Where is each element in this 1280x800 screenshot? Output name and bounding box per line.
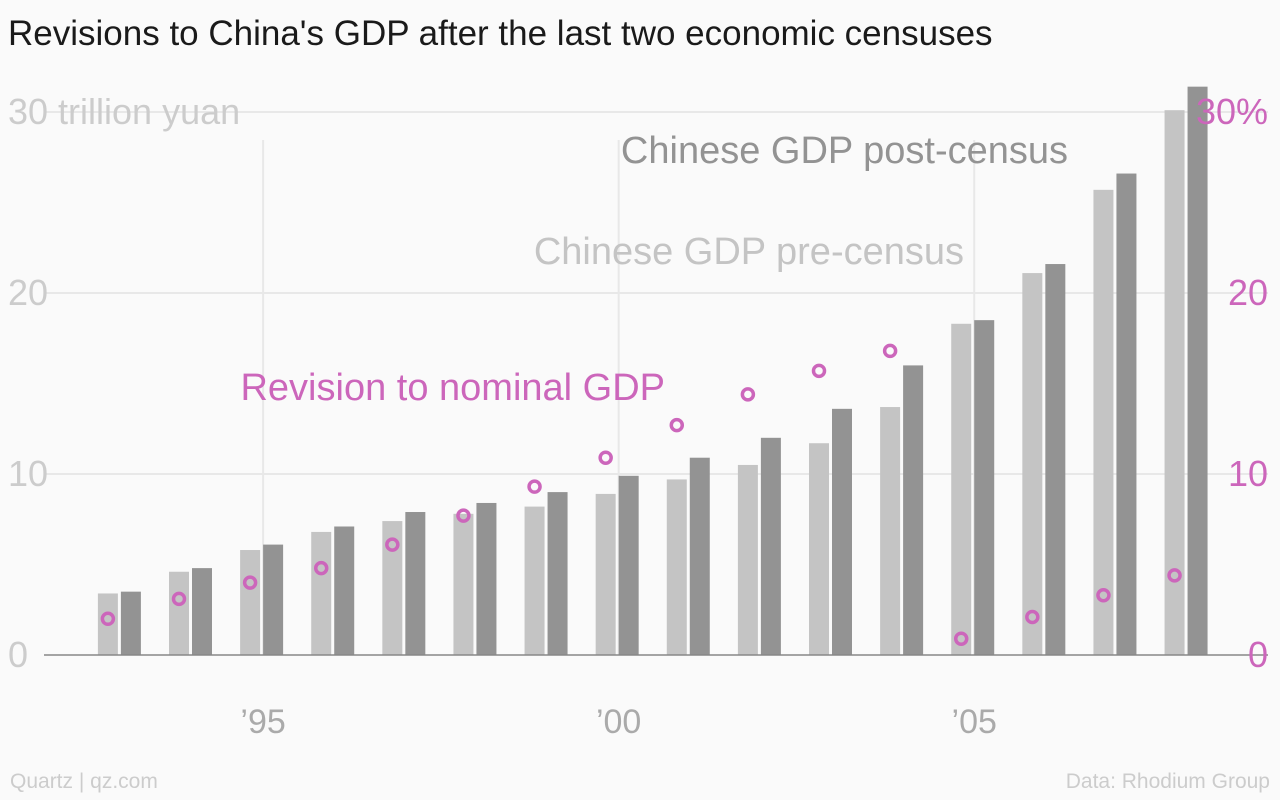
bar-post-census [263,544,284,655]
bar-pre-census [1164,110,1185,655]
revision-point [598,450,613,465]
left-tick-label: 30 trillion yuan [8,91,240,132]
right-tick-label: 0 [1248,634,1268,675]
bar-post-census [1045,264,1066,655]
bar-pre-census [311,531,332,655]
revision-point [882,343,898,359]
x-tick-label: ’05 [952,703,997,741]
x-tick-label: ’95 [240,703,285,741]
bar-post-census [618,475,639,655]
left-tick-label: 10 [8,453,48,494]
bar-pre-census [951,323,972,655]
axes: ’95 ’00 ’05 0 10 20 30 trillion yuan 0 10 20 30% [8,91,1268,741]
label-revision: Revision to nominal GDP [240,367,665,409]
right-tick-label: 20 [1228,272,1268,313]
bar-post-census [903,365,924,655]
revision-point [953,631,969,646]
label-pre-census: Chinese GDP pre-census [534,231,964,273]
chart-title: Revisions to China's GDP after the last … [8,14,993,53]
bar-pre-census [595,493,616,655]
bar-series [97,86,1208,656]
bar-pre-census [1093,189,1114,655]
data-source: Data: Rhodium Group [1065,770,1270,793]
annotations: Chinese GDP post-census Chinese GDP pre-c… [240,130,1068,409]
x-tick-label: ’00 [596,703,641,741]
revision-point [385,537,400,552]
bar-post-census [1187,86,1208,655]
bar-post-census [689,457,710,655]
bar-post-census [974,320,995,655]
bar-post-census [1116,173,1137,656]
right-tick-label: 30% [1196,91,1268,132]
revision-points [100,343,1182,646]
bar-post-census [832,408,852,655]
revision-point [669,417,685,433]
bar-pre-census [382,521,403,655]
revision-point [740,387,756,402]
revision-point [527,479,542,494]
bar-post-census [120,591,141,655]
bar-pre-census [240,550,261,655]
bar-pre-census [737,464,758,655]
bar-post-census [334,526,355,655]
bar-post-census [760,437,781,655]
revision-point [811,363,827,379]
right-tick-label: 10 [1228,453,1268,494]
bar-pre-census [524,506,545,655]
label-post-census: Chinese GDP post-census [621,130,1068,172]
left-tick-label: 0 [8,634,28,675]
revision-point [1096,588,1111,603]
bar-post-census [405,512,426,655]
revision-point [1167,568,1182,583]
revision-point [313,560,329,576]
bar-post-census [547,492,568,655]
bar-pre-census [169,571,189,655]
bar-post-census [476,502,497,655]
revision-point [100,611,116,627]
revision-point [456,508,471,523]
revision-point [1025,609,1040,625]
left-tick-label: 20 [8,272,48,313]
revision-point [242,575,258,590]
revision-point [171,591,187,607]
bar-pre-census [809,443,829,655]
bar-pre-census [453,513,474,655]
source-credit: Quartz | qz.com [10,770,158,793]
bar-pre-census [880,407,901,655]
bar-pre-census [1022,273,1043,655]
bar-post-census [192,568,212,655]
bar-pre-census [666,479,687,655]
